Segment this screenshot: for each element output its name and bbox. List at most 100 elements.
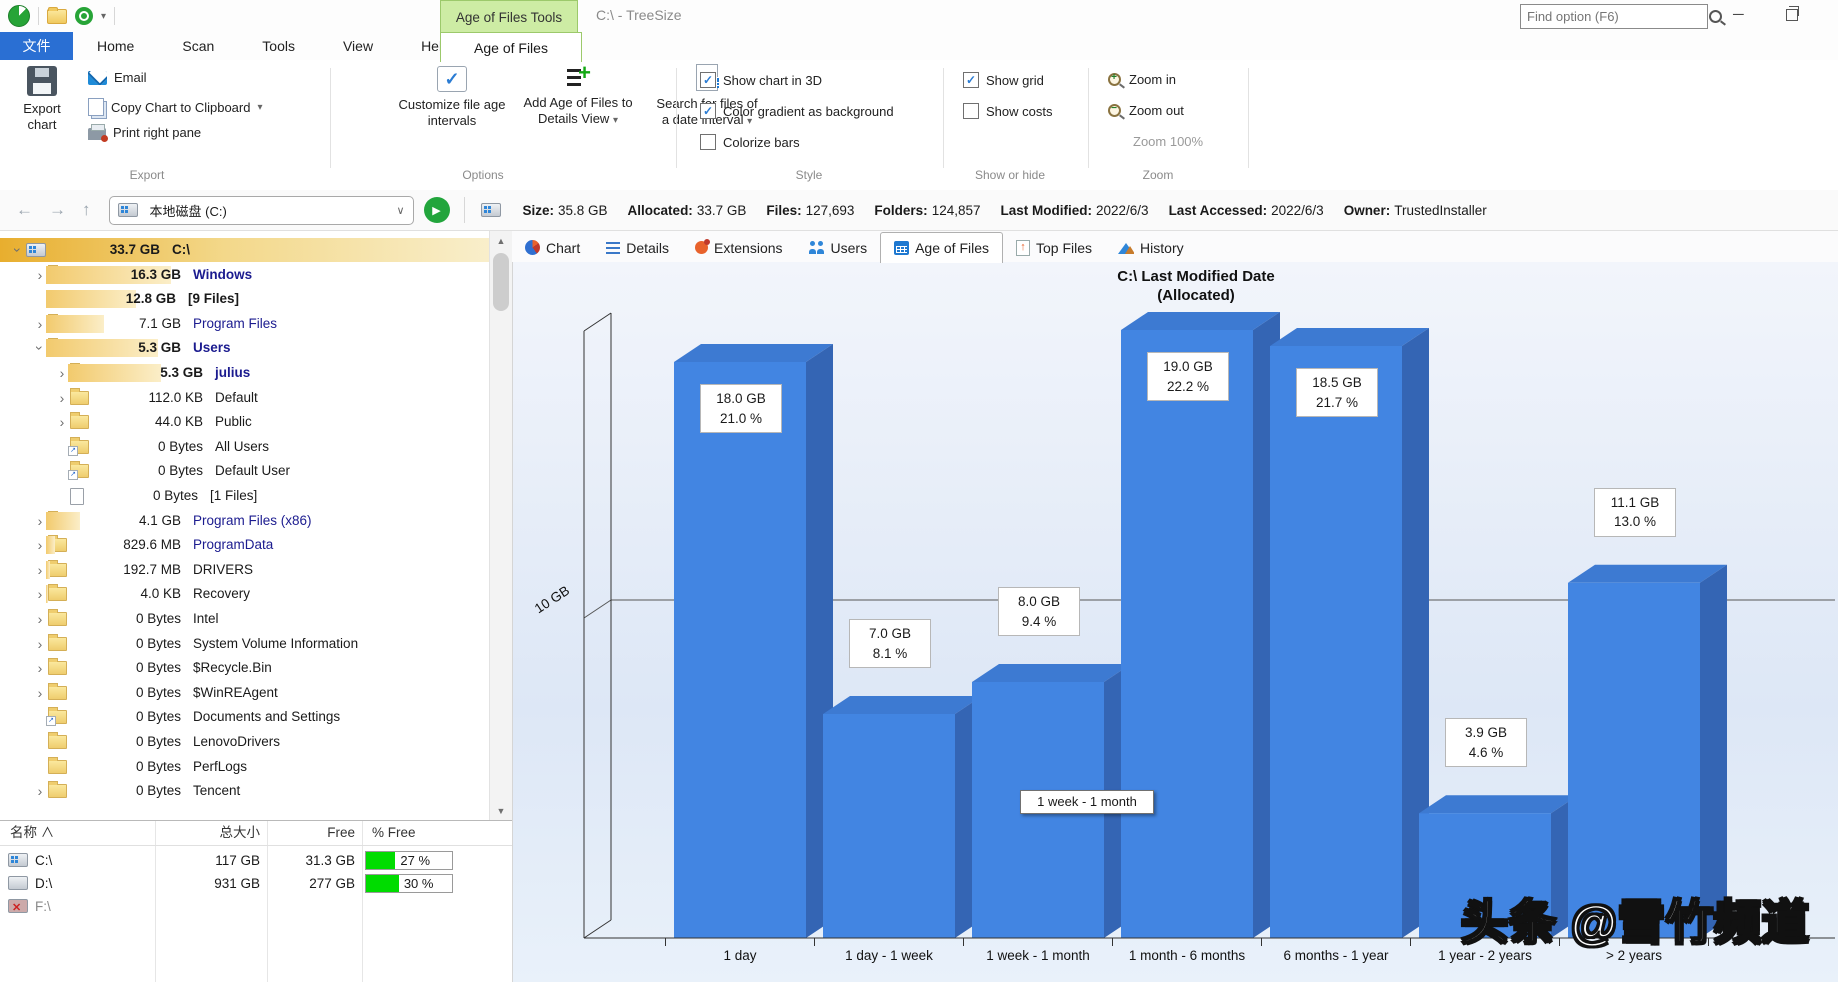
tab-users[interactable]: Users [796,232,881,263]
drive-row-name[interactable]: F:\ [8,895,148,920]
print-right-pane-button[interactable]: Print right pane [88,124,201,142]
expander-icon[interactable]: › [59,389,65,406]
expander-icon[interactable]: › [37,537,43,554]
tree-row-tencent[interactable]: › 0 Bytes Tencent [0,779,512,803]
checked-checkbox-icon[interactable]: ✓ [700,103,716,119]
chevron-down-icon[interactable]: ∨ [396,204,405,217]
tree-row-9files[interactable]: 12.8 GB [9 Files] [0,287,512,311]
up-arrow-icon[interactable]: ↑ [82,200,91,219]
find-option-box[interactable] [1520,4,1722,29]
tab-details[interactable]: Details [593,232,682,263]
tree-row-programfilesx86[interactable]: › 4.1 GB Program Files (x86) [0,509,512,533]
style-checkbox-0[interactable]: ✓ Show chart in 3D [700,72,822,88]
tab-chart[interactable]: Chart [512,232,593,263]
show-hide-checkbox-0[interactable]: ✓ Show grid [963,72,1044,88]
customize-age-intervals-button[interactable]: ✓ Customize file age intervals [393,66,511,130]
show-hide-checkbox-1[interactable]: Show costs [963,103,1052,119]
tree-row-windows[interactable]: › 16.3 GB Windows [0,263,512,287]
expander-icon[interactable]: › [59,365,65,381]
tab-history[interactable]: History [1105,232,1197,263]
tree-row-allusers[interactable]: 0 Bytes All Users [0,435,512,459]
drive-column-header-2[interactable]: Free [327,825,355,840]
expander-icon[interactable]: › [37,512,43,529]
menu-item-view[interactable]: View [342,38,374,54]
chevron-down-icon[interactable]: ▾ [101,10,107,22]
tab-age-of-files[interactable]: Age of Files [880,232,1004,263]
expander-icon[interactable]: › [37,635,43,652]
file-menu-tab[interactable]: 文件 [0,32,73,60]
start-scan-button[interactable]: ▶ [423,197,450,223]
scroll-up-icon[interactable]: ▲ [496,236,506,246]
tree-row-perflogs[interactable]: 0 Bytes PerfLogs [0,755,512,779]
expander-icon[interactable]: › [37,266,43,283]
expander-icon[interactable]: › [37,783,43,800]
expander-icon[interactable]: › [37,561,43,578]
style-checkbox-1[interactable]: ✓ Color gradient as background [700,103,894,119]
expander-icon[interactable]: › [37,611,43,627]
bar-1-day[interactable] [674,362,806,938]
open-folder-icon[interactable] [47,6,67,24]
find-option-input[interactable] [1521,9,1709,24]
scrollbar-thumb[interactable] [493,253,509,311]
back-arrow-icon[interactable]: ← [16,200,33,219]
tree-scrollbar[interactable]: ▲ ▼ [489,231,512,821]
tree-row-c[interactable]: › 33.7 GB C:\ [0,238,498,262]
bar-1-day-1-week[interactable] [823,714,955,938]
tab-top-files[interactable]: Top Files [1003,232,1105,263]
tree-row-recovery[interactable]: › 4.0 KB Recovery [0,582,512,606]
copy-chart-button[interactable]: Copy Chart to Clipboard ▾ [88,98,263,116]
tree-row-drivers[interactable]: › 192.7 MB DRIVERS [0,558,512,582]
expander-icon[interactable]: › [59,414,65,431]
tree-row-julius[interactable]: › 5.3 GB julius [0,361,512,385]
menu-item-home[interactable]: Home [97,38,135,54]
tree-row-users[interactable]: › 5.3 GB Users [0,336,512,360]
search-icon[interactable] [1709,10,1722,23]
bar-1-year-2-years[interactable] [1419,813,1551,938]
checked-checkbox-icon[interactable]: ✓ [963,72,979,88]
zoom-item-zoom-100-[interactable]: Zoom 100% [1108,134,1203,149]
tree-row-default[interactable]: › 112.0 KB Default [0,386,512,410]
tab-extensions[interactable]: Extensions [682,232,795,263]
bar-6-months-1-year[interactable] [1270,346,1402,938]
tree-row-programfiles[interactable]: › 7.1 GB Program Files [0,312,512,336]
email-button[interactable]: Email [88,70,147,85]
drive-row-name[interactable]: D:\ [8,872,148,895]
scan-icon[interactable] [75,7,93,25]
menu-item-scan[interactable]: Scan [182,38,215,54]
zoom-item-zoom-out[interactable]: − Zoom out [1108,103,1184,118]
bar--2-years[interactable] [1568,582,1700,938]
unchecked-checkbox-icon[interactable] [963,103,979,119]
expander-icon[interactable]: › [37,684,43,701]
drive-combo-box[interactable]: 本地磁盘 (C:) ∨ [108,195,414,225]
forward-arrow-icon[interactable]: → [49,200,66,219]
style-checkbox-2[interactable]: Colorize bars [700,134,800,150]
bar-1-month-6-months[interactable] [1121,330,1253,938]
expander-icon[interactable]: › [37,660,43,677]
unchecked-checkbox-icon[interactable] [700,134,716,150]
drive-column-header-1[interactable]: 总大小 [219,825,261,840]
export-chart-button[interactable]: Export chart [12,66,72,134]
scroll-down-icon[interactable]: ▼ [496,806,506,816]
drive-column-header-3[interactable]: % Free [372,825,416,840]
expander-icon[interactable]: › [37,315,43,332]
checked-checkbox-icon[interactable]: ✓ [700,72,716,88]
tree-row-1files[interactable]: 0 Bytes [1 Files] [0,484,512,508]
zoom-item-zoom-in[interactable]: + Zoom in [1108,72,1176,87]
tree-row-intel[interactable]: › 0 Bytes Intel [0,607,512,631]
menu-item-tools[interactable]: Tools [262,38,295,54]
drive-column-header-0[interactable]: 名称 ∧ [10,825,55,840]
tree-row-documentsandsettings[interactable]: 0 Bytes Documents and Settings [0,705,512,729]
add-age-to-details-button[interactable]: Add Age of Files to Details View ▾ [515,60,641,128]
tree-row-lenovodrivers[interactable]: 0 Bytes LenovoDrivers [0,730,512,754]
tree-row-recyclebin[interactable]: › 0 Bytes $Recycle.Bin [0,656,512,680]
tree-row-defaultuser[interactable]: 0 Bytes Default User [0,459,512,483]
expander-icon[interactable]: › [37,586,43,603]
tree-row-programdata[interactable]: › 829.6 MB ProgramData [0,533,512,557]
minimize-button[interactable]: ─ [1733,6,1744,23]
tree-row-winreagent[interactable]: › 0 Bytes $WinREAgent [0,681,512,705]
restore-button[interactable] [1786,6,1799,21]
tab-age-of-files-ribbon[interactable]: Age of Files [440,32,582,62]
tree-row-systemvolumeinformation[interactable]: › 0 Bytes System Volume Information [0,632,512,656]
drive-row-name[interactable]: C:\ [8,849,148,872]
tree-row-public[interactable]: › 44.0 KB Public [0,410,512,434]
